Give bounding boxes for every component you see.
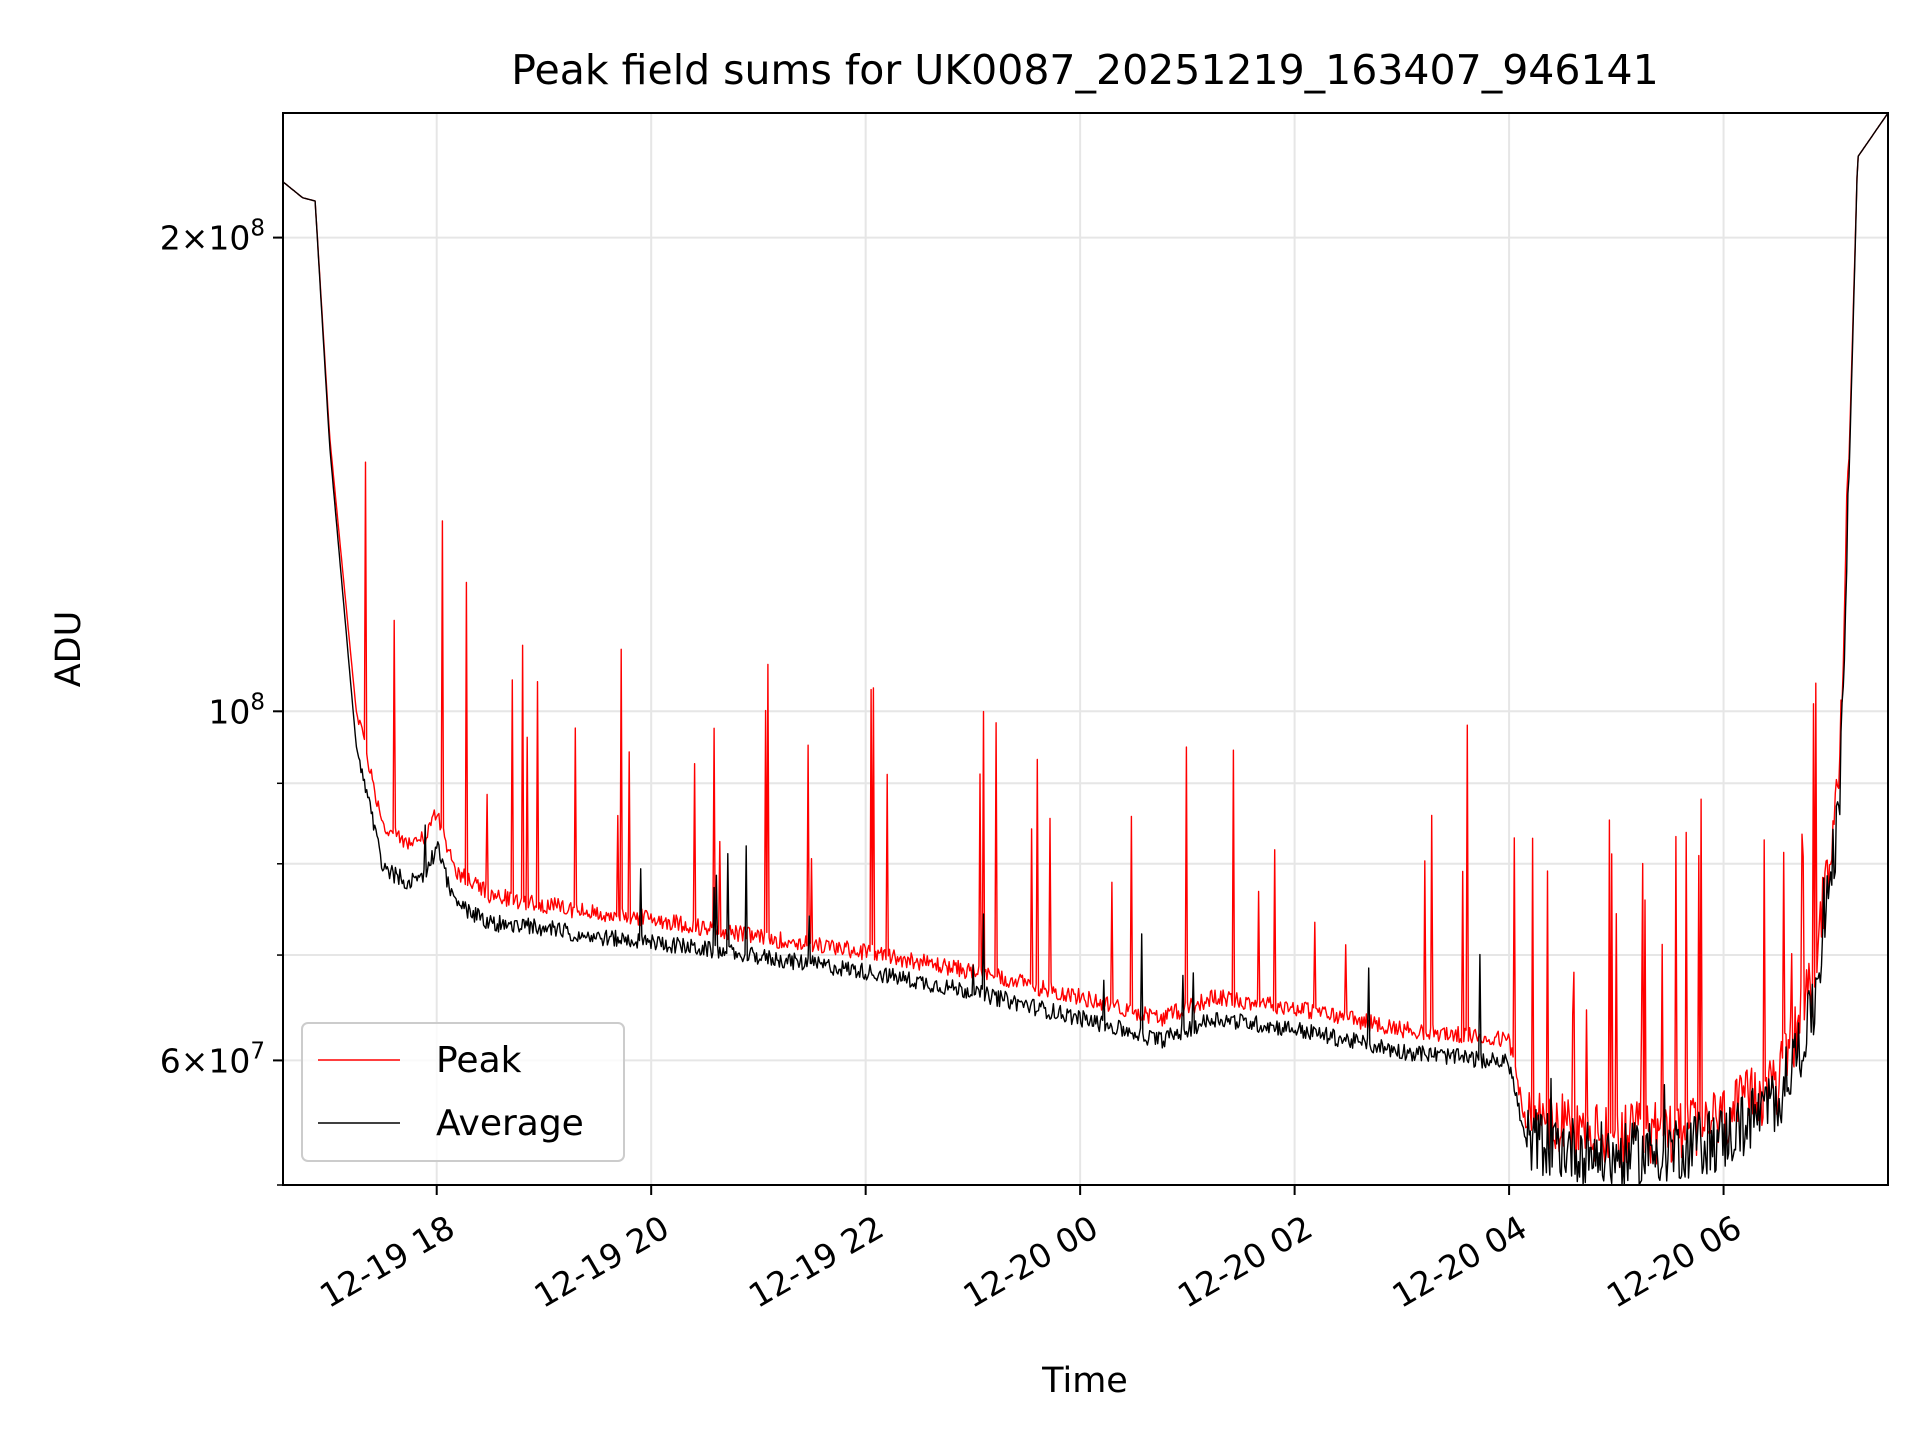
legend-label-peak: Peak [436,1040,522,1081]
series-area [283,113,1888,1185]
y-tick-label: 108 [208,689,265,731]
y-tick-label: 6×107 [160,1038,265,1080]
legend: Peak Average [301,1022,625,1162]
legend-box [301,1022,625,1162]
y-tick-label: 2×108 [160,216,265,258]
x-axis-label: Time [1041,1361,1128,1401]
grid [283,113,1888,1186]
plot-frame [282,112,1889,1186]
y-axis-label: ADU [49,611,89,688]
series-line-average [283,113,1888,1185]
legend-label-average: Average [436,1103,584,1144]
chart-title: Peak field sums for UK0087_20251219_1634… [511,46,1658,94]
